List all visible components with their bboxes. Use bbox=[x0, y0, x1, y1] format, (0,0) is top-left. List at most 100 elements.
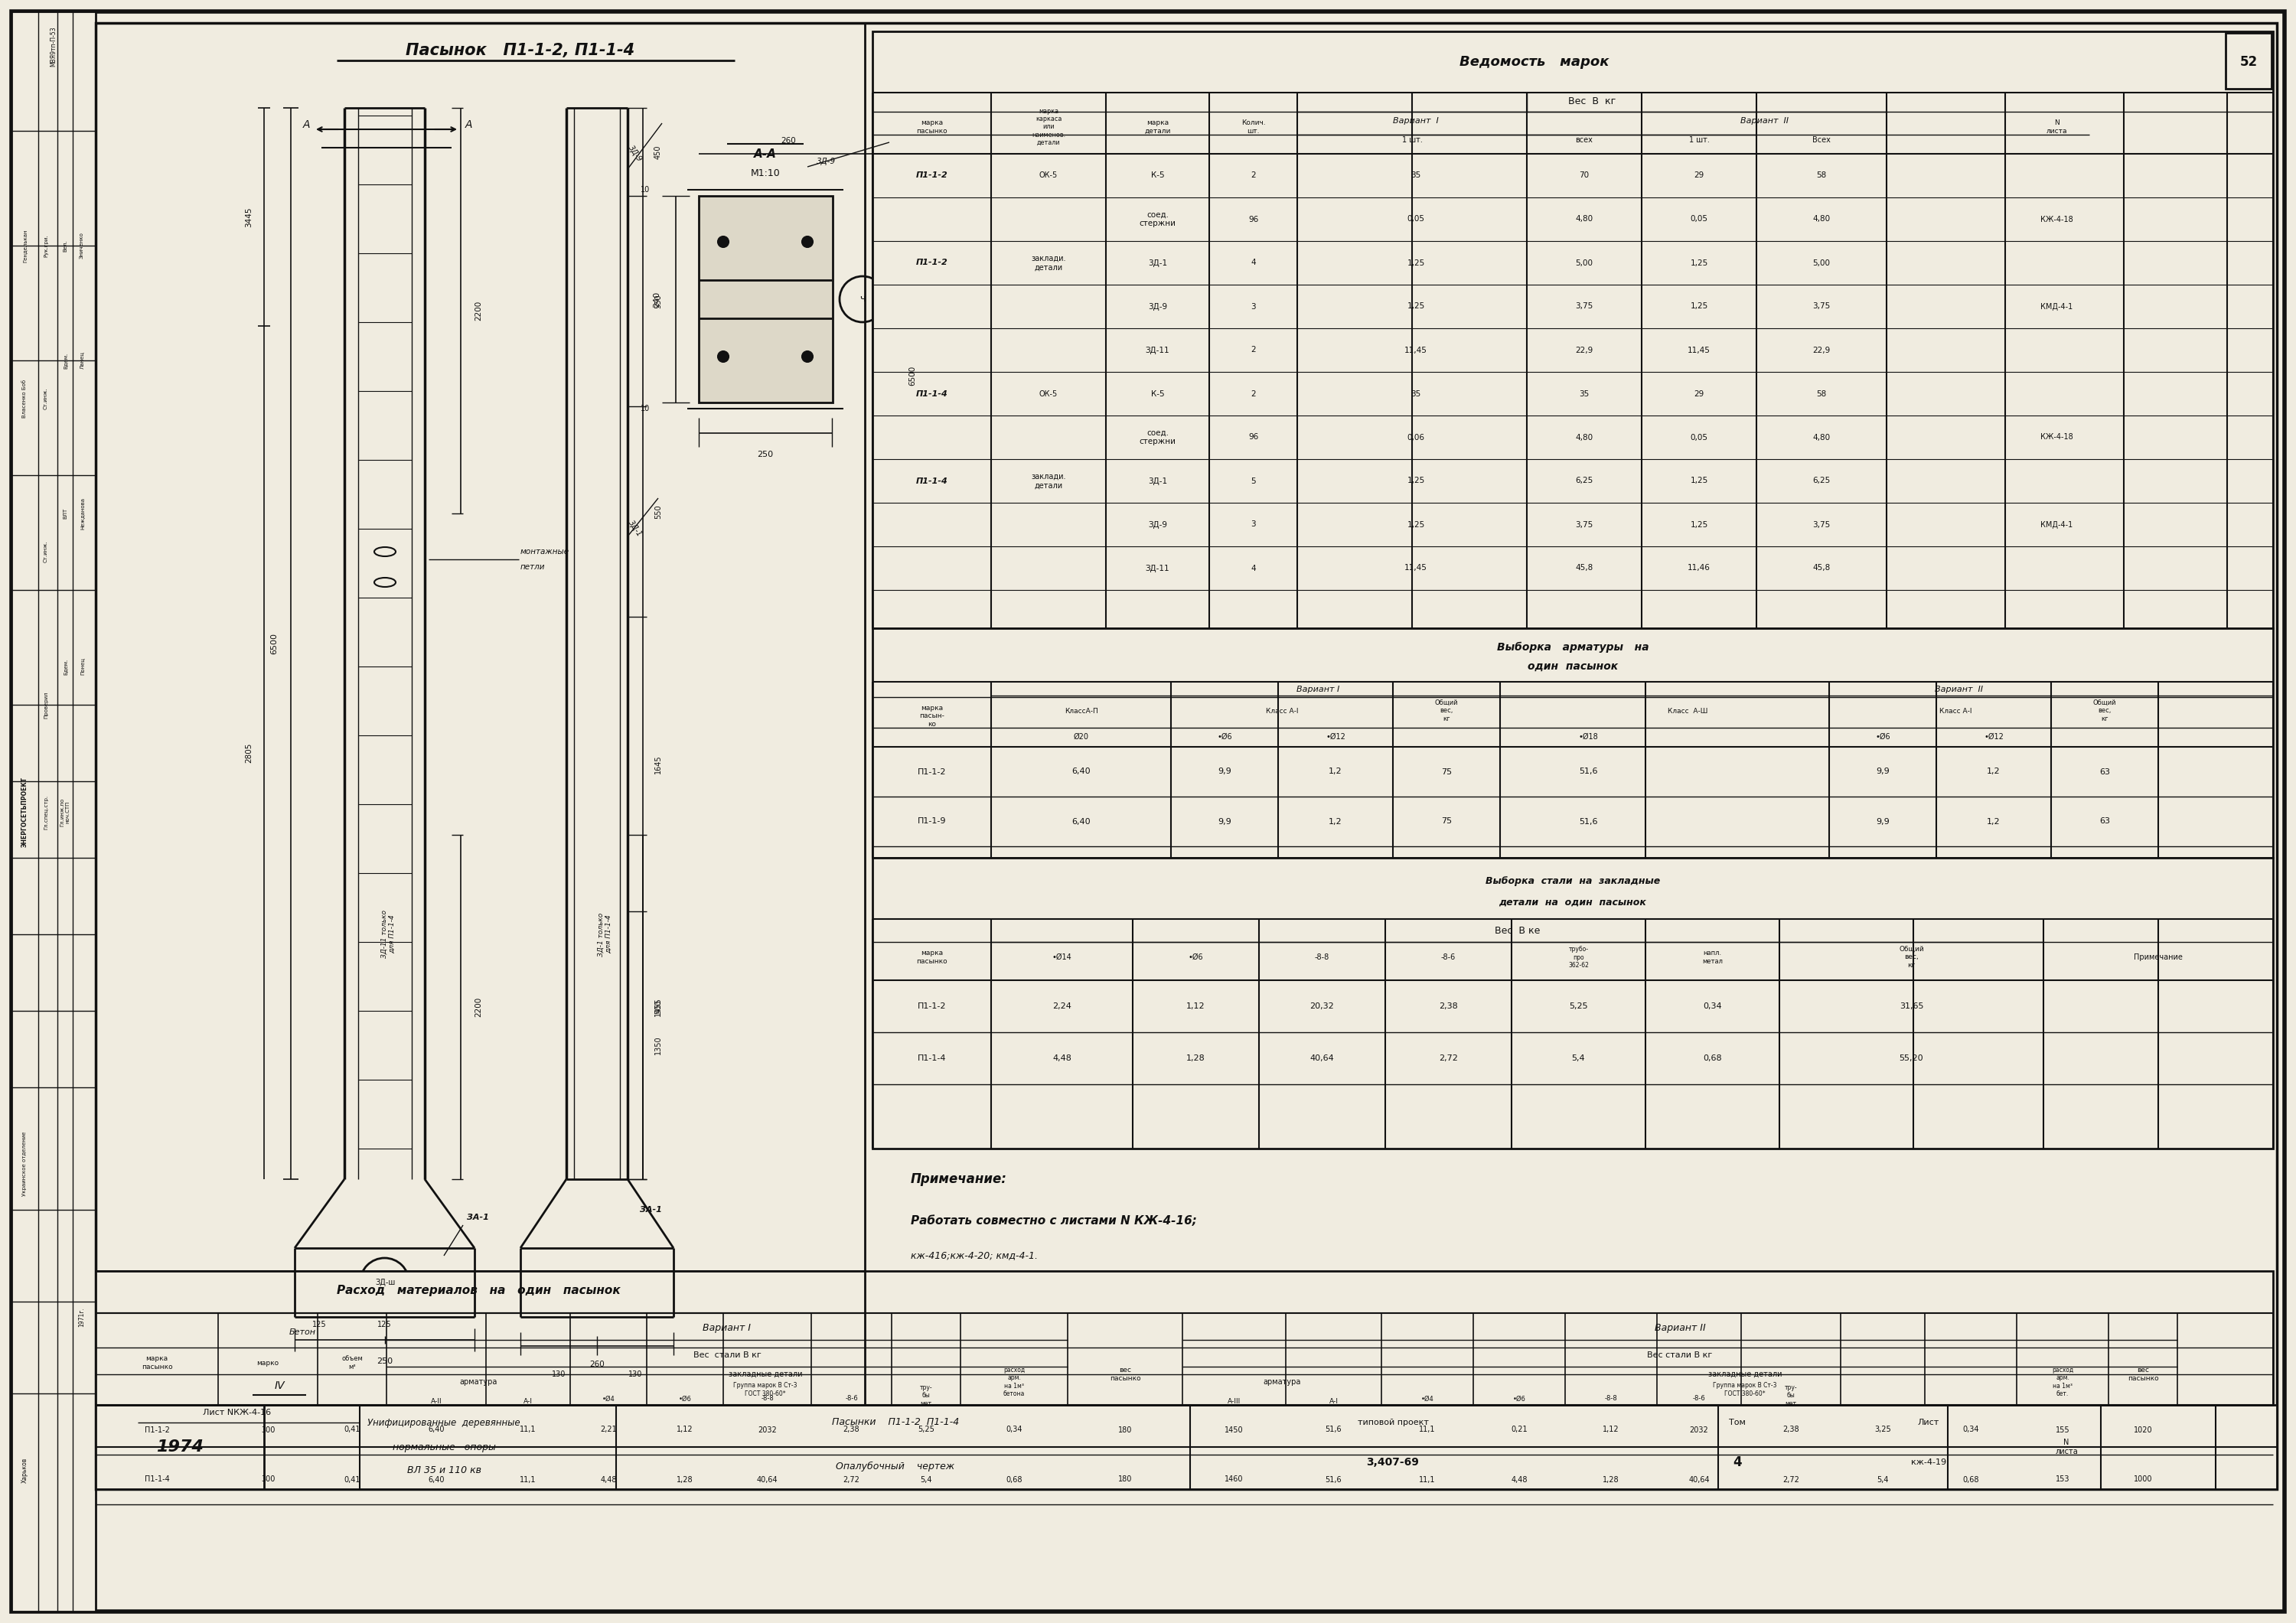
Text: 29: 29 bbox=[1694, 172, 1704, 180]
Bar bbox=[698, 196, 833, 403]
Text: 1,25: 1,25 bbox=[1690, 260, 1708, 266]
Text: 3,75: 3,75 bbox=[1812, 302, 1830, 310]
Text: 63: 63 bbox=[2099, 818, 2110, 824]
Text: •Ø6: •Ø6 bbox=[680, 1396, 691, 1402]
Bar bbox=[11, 11, 96, 1612]
Text: •Ø4: •Ø4 bbox=[602, 1396, 615, 1402]
Text: 58: 58 bbox=[1816, 390, 1828, 398]
Text: 1,12: 1,12 bbox=[1187, 1003, 1205, 1010]
Text: 1 шт.: 1 шт. bbox=[1403, 136, 1421, 144]
Text: КМД-4-1: КМД-4-1 bbox=[2041, 302, 2073, 310]
Text: 6,40: 6,40 bbox=[1072, 818, 1091, 824]
Text: ВЛ 35 и 110 кв: ВЛ 35 и 110 кв bbox=[406, 1466, 482, 1475]
Text: Пасынки    П1-1-2  П1-1-4: Пасынки П1-1-2 П1-1-4 bbox=[831, 1417, 960, 1428]
Text: 51,6: 51,6 bbox=[1325, 1427, 1341, 1433]
Text: 2,38: 2,38 bbox=[1782, 1427, 1800, 1433]
Text: Вдем.: Вдем. bbox=[62, 352, 67, 368]
Text: Класс А-I: Класс А-I bbox=[1940, 708, 1972, 714]
Text: 4: 4 bbox=[1251, 565, 1256, 571]
Text: 3Д-9: 3Д-9 bbox=[1148, 302, 1166, 310]
Text: 5,25: 5,25 bbox=[918, 1427, 934, 1433]
Text: 3,407-69: 3,407-69 bbox=[1366, 1457, 1419, 1467]
Text: 2,72: 2,72 bbox=[1782, 1475, 1800, 1483]
Text: •Ø6: •Ø6 bbox=[1217, 734, 1233, 740]
Text: 2: 2 bbox=[1251, 346, 1256, 354]
Text: 75: 75 bbox=[1442, 818, 1451, 824]
Text: 4,80: 4,80 bbox=[1812, 433, 1830, 441]
Text: 3445: 3445 bbox=[246, 206, 253, 227]
Text: всех: всех bbox=[1575, 136, 1593, 144]
Text: 3,25: 3,25 bbox=[1874, 1427, 1892, 1433]
Text: 11,1: 11,1 bbox=[519, 1475, 537, 1483]
Text: кж-416;кж-4-20; кмд-4-1.: кж-416;кж-4-20; кмд-4-1. bbox=[912, 1251, 1038, 1261]
Text: 0,41: 0,41 bbox=[344, 1475, 360, 1483]
Text: 130: 130 bbox=[551, 1370, 565, 1378]
Text: •Ø6: •Ø6 bbox=[1189, 953, 1203, 961]
Text: напл.
метал: напл. метал bbox=[1701, 949, 1722, 964]
Text: А-III: А-III bbox=[1228, 1397, 1240, 1404]
Text: П1-1-2: П1-1-2 bbox=[916, 260, 948, 266]
Text: 55,20: 55,20 bbox=[1899, 1055, 1924, 1061]
Text: N
листа: N листа bbox=[2055, 1438, 2078, 1456]
Text: -8-6: -8-6 bbox=[1442, 953, 1456, 961]
Text: петли: петли bbox=[521, 563, 546, 571]
Text: 3Д-9: 3Д-9 bbox=[627, 144, 643, 164]
Text: 1,25: 1,25 bbox=[1407, 260, 1426, 266]
Text: •Ø6: •Ø6 bbox=[1876, 734, 1890, 740]
Text: 22,9: 22,9 bbox=[1812, 346, 1830, 354]
Text: закладные детали: закладные детали bbox=[1708, 1370, 1782, 1378]
Text: 4: 4 bbox=[1251, 260, 1256, 266]
Bar bbox=[96, 1271, 2273, 1406]
Text: •Ø18: •Ø18 bbox=[1577, 734, 1598, 740]
Text: 5,4: 5,4 bbox=[1573, 1055, 1584, 1061]
Text: кж-4-19: кж-4-19 bbox=[1910, 1459, 1947, 1466]
Text: 250: 250 bbox=[758, 451, 774, 458]
Text: 260: 260 bbox=[781, 136, 797, 144]
Text: К-5: К-5 bbox=[1150, 390, 1164, 398]
Text: 5,25: 5,25 bbox=[1568, 1003, 1589, 1010]
Text: 1020: 1020 bbox=[2133, 1427, 2151, 1433]
Text: Бетон: Бетон bbox=[289, 1328, 315, 1336]
Bar bbox=[2225, 32, 2271, 89]
Text: 0,34: 0,34 bbox=[1704, 1003, 1722, 1010]
Text: 1450: 1450 bbox=[1224, 1427, 1244, 1433]
Text: расход
арм.
на 1м³
бетона: расход арм. на 1м³ бетона bbox=[1003, 1367, 1024, 1397]
Text: 5,00: 5,00 bbox=[1814, 260, 1830, 266]
Text: 0,68: 0,68 bbox=[1006, 1475, 1022, 1483]
Text: марка
пасынко: марка пасынко bbox=[142, 1355, 172, 1370]
Text: типовой проект: типовой проект bbox=[1357, 1419, 1428, 1427]
Text: 0,05: 0,05 bbox=[1690, 216, 1708, 222]
Text: 180: 180 bbox=[1118, 1427, 1132, 1433]
Text: Класс  А-Ш: Класс А-Ш bbox=[1667, 708, 1708, 714]
Text: 51,6: 51,6 bbox=[1325, 1475, 1341, 1483]
Text: Харьков: Харьков bbox=[21, 1457, 28, 1483]
Text: ЗА-1: ЗА-1 bbox=[466, 1214, 489, 1220]
Text: Вариант  II: Вариант II bbox=[1740, 117, 1789, 125]
Text: П1-1-2: П1-1-2 bbox=[916, 172, 948, 180]
Text: 1,2: 1,2 bbox=[1329, 768, 1343, 776]
Text: 4,48: 4,48 bbox=[599, 1475, 618, 1483]
Text: Ø20: Ø20 bbox=[1072, 734, 1088, 740]
Text: соед.
стержни: соед. стержни bbox=[1139, 211, 1176, 227]
Text: Общий
вес,
кг: Общий вес, кг bbox=[1435, 700, 1458, 722]
Text: Вес  В кe: Вес В кe bbox=[1495, 925, 1541, 935]
Text: марка
каркаса
или
наименов.
детали: марка каркаса или наименов. детали bbox=[1031, 107, 1065, 146]
Text: 75: 75 bbox=[1442, 768, 1451, 776]
Text: ЗА-1: ЗА-1 bbox=[641, 1206, 661, 1214]
Text: 11,1: 11,1 bbox=[1419, 1427, 1435, 1433]
Text: 5,00: 5,00 bbox=[1575, 260, 1593, 266]
Text: 1974: 1974 bbox=[156, 1440, 204, 1454]
Text: 1645: 1645 bbox=[654, 755, 661, 774]
Text: Лист: Лист bbox=[1917, 1419, 1940, 1427]
Text: 35: 35 bbox=[1410, 172, 1421, 180]
Text: Примечание: Примечание bbox=[2133, 953, 2183, 961]
Text: 153: 153 bbox=[2055, 1475, 2069, 1483]
Text: 550: 550 bbox=[654, 505, 661, 519]
Text: 2805: 2805 bbox=[246, 742, 253, 763]
Text: ОК-5: ОК-5 bbox=[1040, 390, 1058, 398]
Text: марка
пасын-
ко: марка пасын- ко bbox=[918, 704, 944, 727]
Text: Ст.инж.: Ст.инж. bbox=[44, 540, 48, 563]
Text: 2,21: 2,21 bbox=[599, 1427, 618, 1433]
Text: 0,05: 0,05 bbox=[1407, 216, 1424, 222]
Text: -8-8: -8-8 bbox=[1605, 1396, 1616, 1402]
